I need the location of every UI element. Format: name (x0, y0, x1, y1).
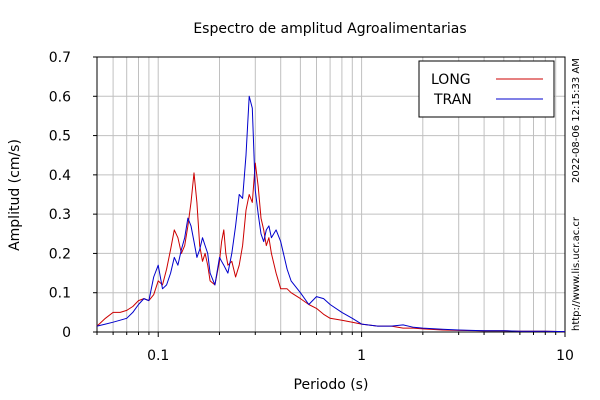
x-axis-label: Periodo (s) (294, 377, 369, 393)
timestamp-annotation: 2022-08-06 12:15:33 AM (571, 58, 582, 183)
legend: LONG TRAN (418, 60, 555, 118)
legend-label-tran: TRAN (433, 92, 472, 108)
y-tick-label: 0.4 (49, 168, 71, 184)
x-tick-label: 1 (357, 348, 366, 364)
x-axis: 0.1 1 10 (96, 332, 574, 364)
plot-area (96, 56, 566, 333)
y-axis-label: Amplitud (cm/s) (7, 139, 23, 251)
chart-title: Espectro de amplitud Agroalimentarias (193, 21, 466, 37)
y-tick-label: 0.3 (49, 207, 71, 223)
x-tick-label: 0.1 (147, 348, 169, 364)
grid-lines (97, 57, 565, 332)
series-line-long (96, 162, 566, 333)
legend-box (418, 60, 555, 118)
y-axis: 0 0.1 0.2 0.3 0.4 0.5 0.6 0.7 (49, 50, 97, 341)
x-tick-label: 10 (556, 348, 574, 364)
y-tick-label: 0 (62, 325, 71, 341)
y-tick-label: 0.2 (49, 246, 71, 262)
y-tick-label: 0.7 (49, 50, 71, 66)
series-line-tran (96, 95, 566, 333)
series-lines (96, 95, 566, 333)
y-tick-label: 0.6 (49, 89, 71, 105)
source-url-annotation: http://www.lis.ucr.ac.cr (571, 216, 582, 331)
y-tick-label: 0.5 (49, 129, 71, 145)
y-tick-label: 0.1 (49, 286, 71, 302)
legend-label-long: LONG (431, 72, 471, 88)
